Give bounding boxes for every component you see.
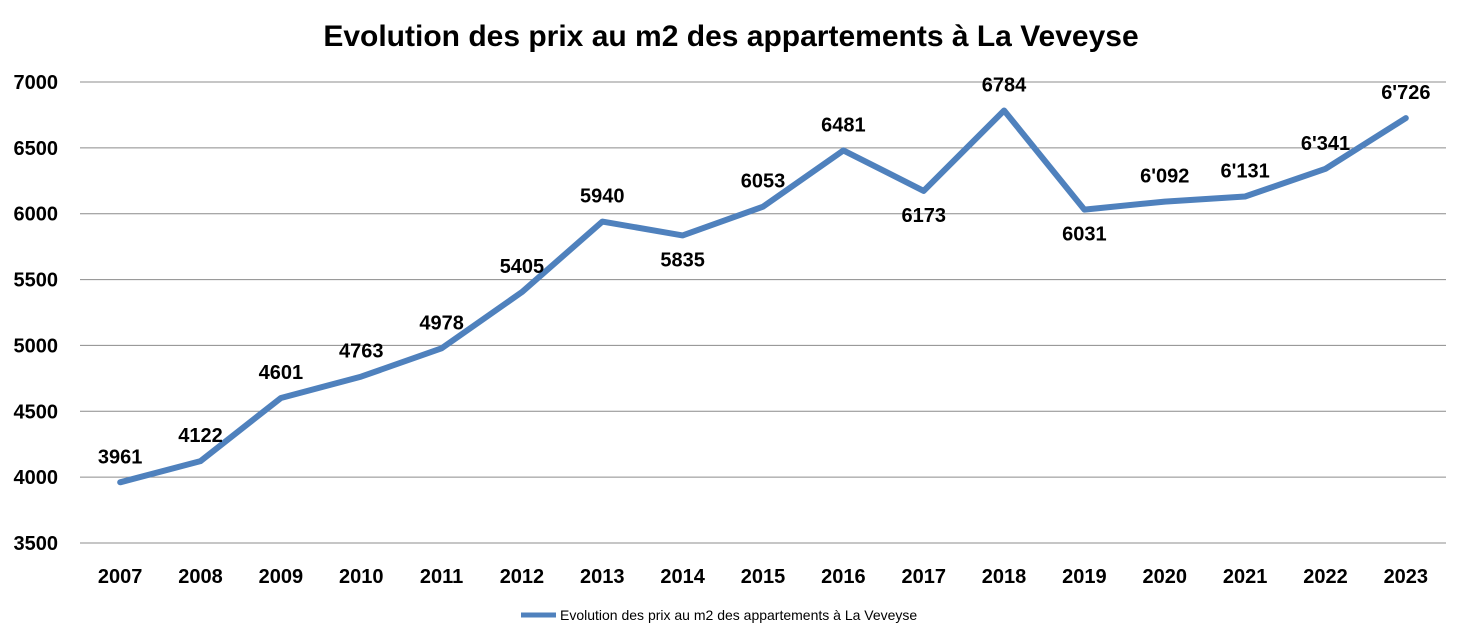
x-tick-label: 2008 [178,566,223,588]
x-tick-label: 2015 [741,566,786,588]
x-tick-label: 2023 [1384,566,1429,588]
data-label: 6'092 [1140,166,1189,188]
series-line [117,107,1409,486]
y-tick-label: 4000 [14,467,59,489]
x-tick-label: 2019 [1062,566,1107,588]
x-tick-label: 2012 [500,566,545,588]
data-label: 6481 [821,114,866,136]
x-tick-label: 2013 [580,566,625,588]
x-tick-label: 2016 [821,566,866,588]
x-tick-label: 2017 [901,566,946,588]
data-label: 6173 [901,205,946,227]
x-tick-label: 2011 [420,566,463,588]
data-label: 3961 [98,446,143,468]
data-label-layer: 3961 4122 4601 4763 4978 5405 5940 5835 6053 6481… [98,74,1431,468]
y-tick-label: 5000 [14,335,59,357]
y-tick-label: 3500 [14,533,59,555]
x-tick-label: 2018 [982,566,1027,588]
data-label: 6784 [982,74,1027,96]
data-label: 4601 [259,362,304,384]
y-tick-label: 5500 [14,270,59,292]
data-label: 4122 [178,425,223,447]
legend: Evolution des prix au m2 des appartement… [521,607,917,623]
y-axis-ticks: 7000 6500 6000 5500 5000 4500 4000 3500 [14,72,59,555]
data-label: 4978 [419,312,464,334]
y-tick-label: 6000 [14,204,59,226]
data-label: 6031 [1062,224,1107,246]
x-tick-label: 2010 [339,566,384,588]
series-line-layer [117,107,1409,486]
x-tick-label: 2009 [259,566,304,588]
y-tick-label: 4500 [14,401,59,423]
x-tick-label: 2014 [660,566,705,588]
grid-layer [80,81,1446,544]
y-tick-label: 6500 [14,138,59,160]
data-label: 5405 [500,256,545,278]
data-label: 5940 [580,186,625,208]
x-tick-label: 2021 [1223,566,1268,588]
data-label: 5835 [660,249,705,271]
x-axis-ticks: 2007 2008 2009 2010 2011 2012 2013 2014 2015 2016… [98,566,1428,588]
data-label: 6'726 [1381,82,1430,104]
x-tick-label: 2007 [98,566,143,588]
data-label: 4763 [339,341,384,363]
y-tick-label: 7000 [14,72,59,94]
chart-title: Evolution des prix au m2 des appartement… [323,20,1138,53]
data-label: 6'131 [1220,160,1269,182]
x-tick-label: 2020 [1143,566,1188,588]
legend-label: Evolution des prix au m2 des appartement… [560,607,917,623]
data-label: 6'341 [1301,133,1350,155]
x-tick-label: 2022 [1303,566,1348,588]
data-label: 6053 [741,171,786,193]
